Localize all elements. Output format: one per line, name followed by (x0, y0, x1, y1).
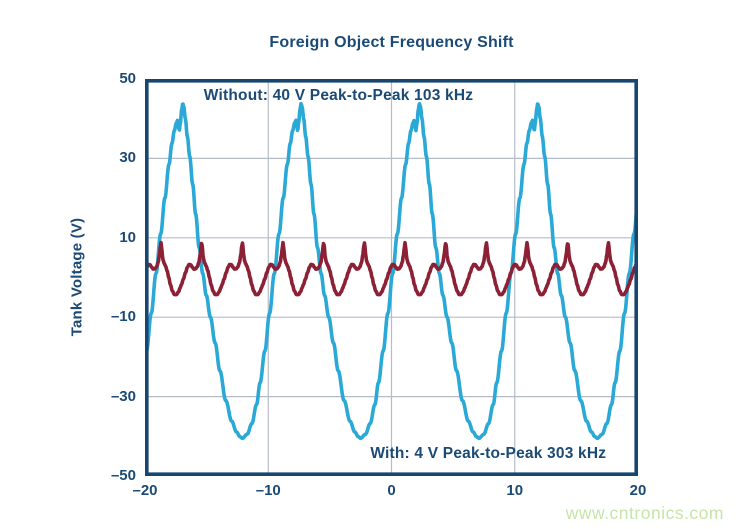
annotation-with-label: With: 4 V Peak-to-Peak 303 kHz (370, 445, 607, 463)
y-tick-label: 50 (119, 70, 136, 87)
y-tick-label: –30 (110, 387, 136, 405)
chart-title: Foreign Object Frequency Shift (269, 34, 514, 51)
x-tick-label: 10 (506, 482, 524, 499)
watermark: www.cntronics.com (565, 503, 724, 523)
y-tick-label: –10 (110, 308, 136, 326)
x-tick-label: 0 (387, 482, 396, 499)
x-tick-label: –20 (132, 482, 158, 499)
waveform-without-foreign-object (145, 101, 638, 441)
y-tick-label: –50 (110, 467, 136, 484)
x-tick-label: 20 (629, 482, 647, 499)
plot-area (145, 79, 638, 476)
waveform-with-foreign-object (145, 240, 638, 297)
y-tick-label: 10 (119, 228, 136, 246)
plot-frame (145, 79, 638, 476)
annotation-without-label: Without: 40 V Peak-to-Peak 103 kHz (203, 87, 474, 105)
y-axis-title: Tank Voltage (V) (68, 217, 86, 337)
x-tick-label: –10 (255, 482, 281, 499)
y-tick-label: 30 (119, 149, 136, 167)
